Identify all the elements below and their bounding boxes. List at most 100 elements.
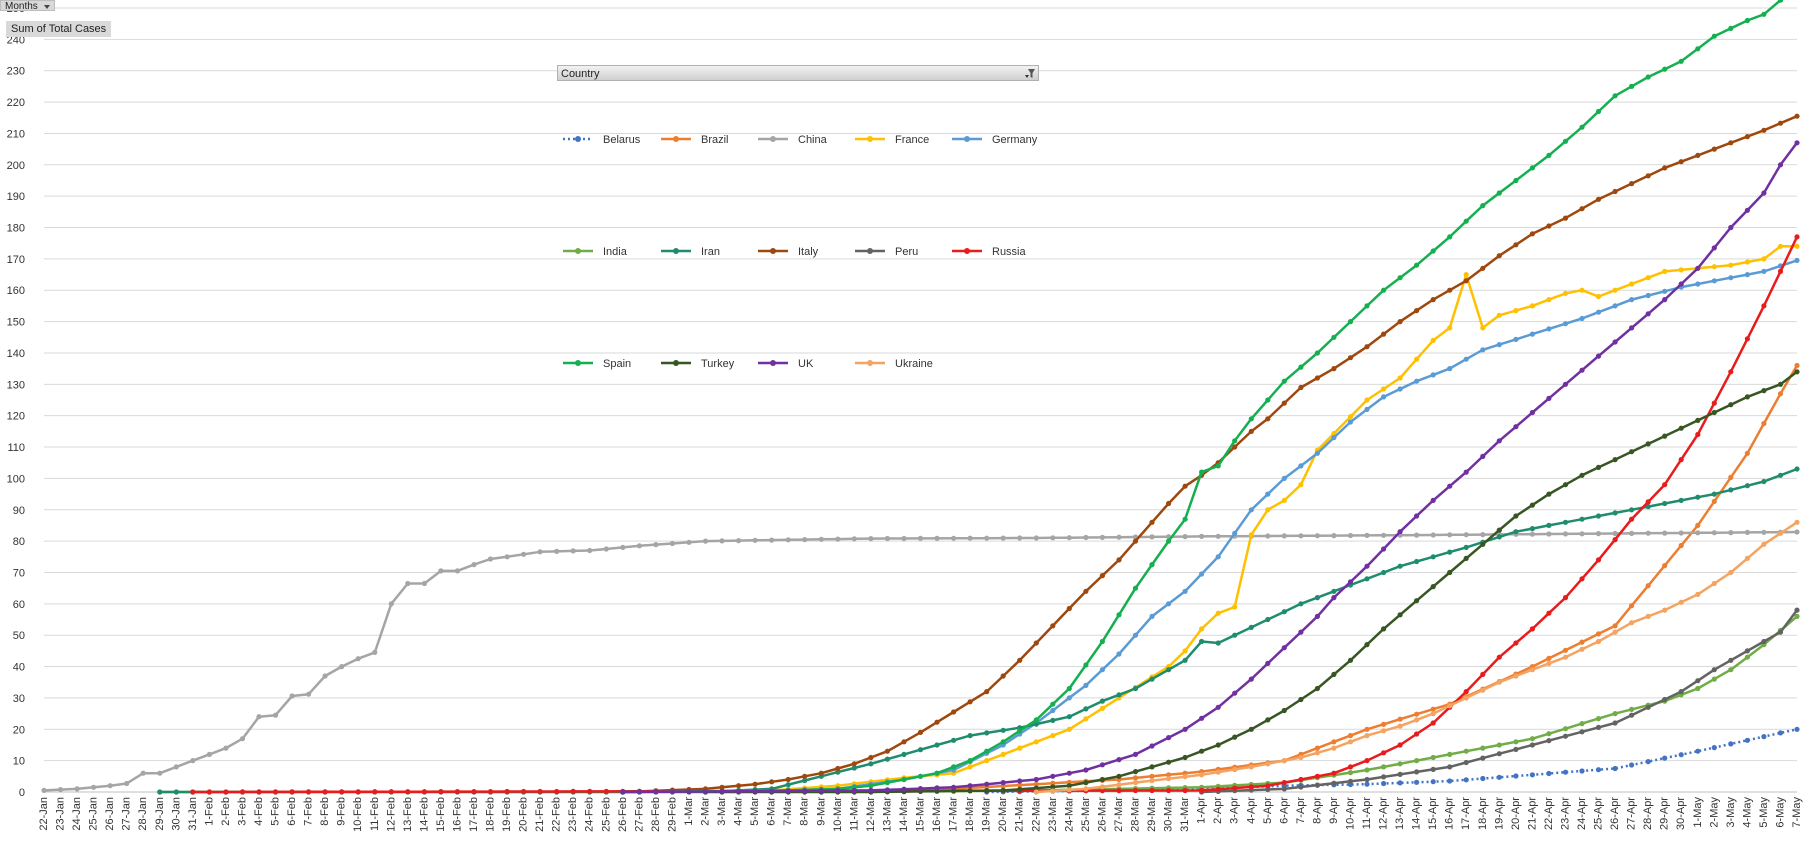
x-tick-label: 10-Mar [832, 797, 844, 832]
data-point-uk [636, 789, 643, 795]
data-point-italy [1595, 196, 1602, 202]
legend-entry-france[interactable]: France [855, 134, 929, 146]
data-point-germany [1397, 386, 1403, 392]
legend-entry-india[interactable]: India [563, 246, 628, 258]
x-tick-label: 31-Jan [187, 797, 199, 831]
data-point-france [1579, 287, 1585, 293]
data-point-uk [1364, 563, 1370, 569]
data-point-iran [1331, 588, 1337, 594]
data-point-china [1761, 529, 1767, 535]
data-point-russia [388, 789, 394, 795]
data-point-italy [967, 699, 973, 705]
data-point-germany [1447, 366, 1453, 372]
legend-entry-peru[interactable]: Peru [855, 246, 918, 258]
data-point-brazil [1314, 745, 1320, 751]
data-point-iran [1033, 721, 1039, 727]
data-point-france [1298, 482, 1304, 488]
x-tick-label: 6-May [1774, 797, 1786, 828]
data-point-france [1381, 386, 1387, 392]
data-point-belarus [1381, 780, 1387, 787]
data-point-iran [1496, 534, 1502, 540]
filter-dropdown-icon[interactable] [1019, 68, 1035, 80]
data-point-italy [1116, 557, 1122, 563]
data-point-turkey [1562, 482, 1569, 488]
data-point-spain [1397, 275, 1403, 281]
data-point-france [1050, 733, 1056, 739]
country-field-button[interactable]: Country [557, 65, 1039, 81]
legend-label: Iran [701, 246, 720, 258]
series-russia [190, 234, 1800, 795]
data-point-china [1083, 534, 1089, 541]
data-point-italy [1331, 366, 1337, 372]
legend-entry-uk[interactable]: UK [758, 358, 814, 370]
data-point-uk [1265, 660, 1271, 667]
legend-entry-turkey[interactable]: Turkey [661, 358, 735, 370]
legend-entry-italy[interactable]: Italy [758, 246, 819, 258]
x-tick-label: 11-Feb [369, 797, 381, 831]
data-point-iran [1612, 510, 1618, 516]
legend-entry-ukraine[interactable]: Ukraine [855, 358, 933, 370]
data-point-peru [1265, 786, 1271, 793]
data-point-russia [1347, 764, 1354, 770]
data-point-france [1430, 337, 1436, 343]
data-point-italy [1744, 134, 1750, 140]
data-point-russia [1645, 499, 1651, 505]
data-point-germany [1496, 342, 1502, 348]
data-point-spain [1695, 46, 1701, 52]
data-point-iran [1099, 698, 1105, 704]
legend-entry-russia[interactable]: Russia [952, 246, 1027, 258]
x-tick-label: 30-Apr [1675, 797, 1687, 830]
x-tick-label: 18-Feb [485, 797, 497, 832]
value-field-label[interactable]: Sum of Total Cases [6, 21, 112, 37]
data-point-germany [1199, 571, 1205, 577]
data-point-turkey [1645, 441, 1651, 447]
data-point-ukraine [1099, 784, 1105, 790]
data-point-uk [901, 786, 907, 792]
legend-label: France [895, 134, 929, 146]
legend-label: Ukraine [895, 358, 933, 370]
data-point-france [1777, 243, 1784, 249]
data-point-ukraine [1132, 780, 1139, 786]
data-point-russia [438, 789, 444, 795]
data-point-uk [1182, 726, 1188, 732]
data-point-russia [1794, 234, 1800, 240]
x-tick-label: 22-Jan [38, 797, 50, 831]
months-field-button[interactable]: Months [0, 0, 55, 12]
data-point-ukraine [1116, 782, 1122, 788]
data-point-russia [355, 789, 361, 795]
data-point-turkey [1695, 417, 1701, 423]
data-point-russia [1629, 516, 1635, 522]
data-point-russia [372, 789, 378, 795]
legend-entry-brazil[interactable]: Brazil [661, 134, 729, 146]
data-point-brazil [1149, 773, 1155, 779]
data-point-iran [1645, 504, 1651, 510]
legend-entry-spain[interactable]: Spain [563, 358, 631, 370]
data-point-turkey [1463, 555, 1469, 562]
y-tick-label: 180 [7, 223, 25, 235]
legend-marker [673, 248, 679, 254]
data-point-iran [967, 733, 973, 739]
data-point-italy [818, 770, 824, 776]
x-tick-label: 21-Apr [1526, 797, 1538, 830]
data-point-iran [1579, 516, 1585, 522]
data-point-uk [1199, 715, 1205, 721]
data-point-germany [1298, 463, 1304, 469]
legend-entry-iran[interactable]: Iran [661, 246, 720, 258]
data-point-iran [785, 782, 791, 788]
data-point-russia [487, 789, 494, 795]
data-point-china [1215, 533, 1221, 539]
legend-entry-germany[interactable]: Germany [952, 134, 1038, 146]
data-point-china [487, 556, 494, 562]
data-point-france [967, 764, 973, 770]
data-point-uk [868, 787, 874, 794]
data-point-brazil [1761, 420, 1767, 427]
data-point-spain [1678, 58, 1684, 64]
x-tick-label: 20-Apr [1510, 797, 1522, 830]
legend-entry-belarus[interactable]: Belarus [563, 134, 641, 146]
data-point-india [1562, 726, 1569, 732]
data-point-uk [802, 788, 808, 794]
legend-entry-china[interactable]: China [758, 134, 828, 146]
data-point-belarus [1595, 767, 1602, 773]
data-point-italy [1364, 344, 1370, 350]
data-point-turkey [1066, 783, 1072, 789]
